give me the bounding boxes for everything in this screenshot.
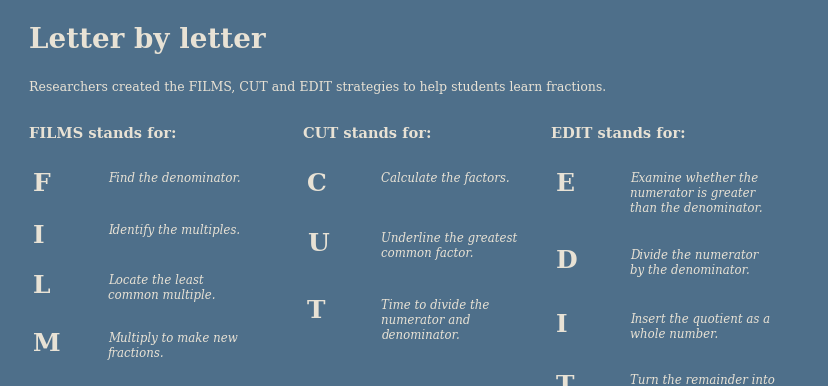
Text: Letter by letter: Letter by letter — [29, 27, 265, 54]
Text: Insert the quotient as a
whole number.: Insert the quotient as a whole number. — [629, 313, 769, 341]
Text: T: T — [555, 374, 573, 386]
Text: Researchers created the FILMS, CUT and EDIT strategies to help students learn fr: Researchers created the FILMS, CUT and E… — [29, 81, 605, 94]
Text: Calculate the factors.: Calculate the factors. — [381, 172, 509, 185]
Text: D: D — [555, 249, 576, 273]
Text: Underline the greatest
common factor.: Underline the greatest common factor. — [381, 232, 517, 260]
Text: Identify the multiples.: Identify the multiples. — [108, 224, 239, 237]
Text: I: I — [555, 313, 566, 337]
Text: CUT stands for:: CUT stands for: — [302, 127, 431, 141]
Text: Find the denominator.: Find the denominator. — [108, 172, 240, 185]
Text: Multiply to make new
fractions.: Multiply to make new fractions. — [108, 332, 238, 360]
Text: I: I — [33, 224, 45, 248]
Text: U: U — [306, 232, 328, 256]
Text: FILMS stands for:: FILMS stands for: — [29, 127, 176, 141]
Text: Time to divide the
numerator and
denominator.: Time to divide the numerator and denomin… — [381, 299, 489, 342]
Text: T: T — [306, 299, 325, 323]
Text: E: E — [555, 172, 574, 196]
Text: F: F — [33, 172, 51, 196]
Text: EDIT stands for:: EDIT stands for: — [551, 127, 685, 141]
Text: Turn the remainder into
your new numerator.: Turn the remainder into your new numerat… — [629, 374, 774, 386]
Text: L: L — [33, 274, 51, 298]
Text: Examine whether the
numerator is greater
than the denominator.: Examine whether the numerator is greater… — [629, 172, 762, 215]
Text: C: C — [306, 172, 326, 196]
Text: M: M — [33, 332, 60, 356]
Text: Locate the least
common multiple.: Locate the least common multiple. — [108, 274, 215, 302]
Text: Divide the numerator
by the denominator.: Divide the numerator by the denominator. — [629, 249, 758, 277]
